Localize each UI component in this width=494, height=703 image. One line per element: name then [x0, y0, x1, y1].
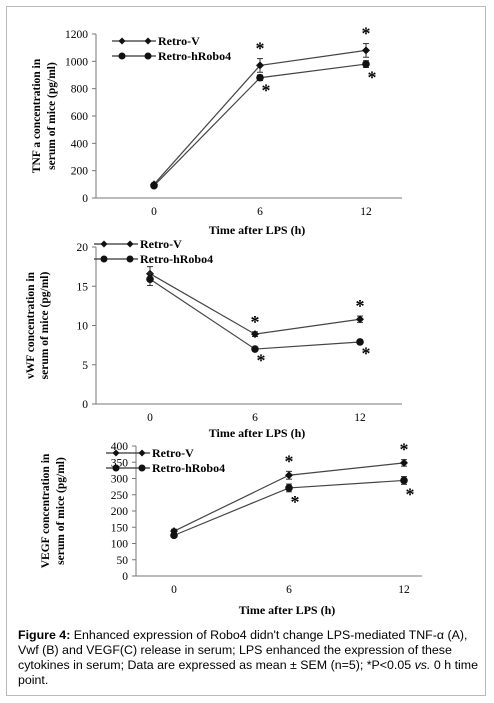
- figure-frame: [6, 6, 486, 696]
- legend-label: Retro-V: [158, 34, 200, 48]
- x-tick-label: 12: [360, 206, 372, 218]
- legend-label: Retro-hRobo4: [158, 49, 231, 63]
- y-tick-label: 15: [77, 281, 89, 293]
- y-axis-label: vWF concentration in: [25, 271, 37, 379]
- chart-panel-b: 0 5 10 15 20 0 6 12 Time after LPS (h) vWF concen…: [25, 237, 402, 440]
- data-point-diamond: [400, 458, 408, 467]
- y-tick-label: 50: [117, 555, 129, 567]
- data-point-circle: [285, 484, 293, 492]
- legend-marker: [138, 449, 146, 457]
- y-tick-label: 0: [82, 193, 88, 205]
- significance-asterisk: *: [256, 39, 265, 59]
- y-tick-label: 0: [82, 399, 88, 411]
- legend-marker: [126, 255, 134, 263]
- x-axis-label: Time after LPS (h): [209, 223, 306, 237]
- y-tick-label: 800: [71, 84, 89, 96]
- y-axis-label: VEGF concentration in: [40, 453, 52, 568]
- y-axis-label: serum of mice (pg/ml): [55, 457, 67, 565]
- x-tick-label: 12: [398, 584, 410, 596]
- x-tick-label: 0: [147, 412, 153, 424]
- y-tick-label: 1200: [65, 29, 88, 41]
- x-axis-label: Time after LPS (h): [239, 603, 336, 617]
- y-tick-label: 400: [111, 441, 129, 453]
- significance-asterisk: *: [262, 80, 271, 100]
- data-point-circle: [150, 181, 158, 190]
- x-tick-label: 0: [171, 584, 177, 596]
- figure-caption: Figure 4: Enhanced expression of Robo4 d…: [18, 628, 478, 688]
- y-tick-label: 0: [122, 571, 128, 583]
- significance-asterisk: *: [285, 451, 294, 471]
- caption-text-end: 0 h time point.: [18, 658, 478, 687]
- y-axis-label: serum of mice (pg/ml): [46, 62, 58, 170]
- caption-label: Figure 4:: [18, 628, 71, 642]
- data-point-circle: [170, 531, 178, 540]
- x-tick-label: 0: [151, 206, 157, 218]
- y-tick-label: 200: [71, 166, 89, 178]
- legend-label: Retro-V: [152, 446, 194, 460]
- legend-marker: [138, 464, 146, 472]
- x-tick-label: 6: [257, 206, 263, 218]
- y-tick-label: 100: [111, 539, 129, 551]
- y-axis-label: serum of mice (pg/ml): [39, 272, 51, 380]
- legend-label: Retro-hRobo4: [152, 461, 225, 475]
- significance-asterisk: *: [362, 344, 371, 364]
- significance-asterisk: *: [356, 296, 365, 316]
- legend-label: Retro-hRobo4: [140, 252, 213, 266]
- y-tick-label: 200: [111, 506, 129, 518]
- caption-text: Enhanced expression of Robo4 didn't chan…: [18, 628, 468, 672]
- legend-marker: [144, 37, 152, 45]
- data-point-circle: [256, 73, 264, 82]
- data-point-circle: [251, 345, 259, 353]
- y-tick-label: 150: [111, 522, 129, 534]
- x-tick-label: 6: [252, 412, 258, 424]
- y-tick-label: 300: [111, 474, 129, 486]
- legend-marker: [126, 240, 134, 248]
- legend-marker: [118, 37, 126, 45]
- data-point-circle: [362, 60, 370, 68]
- y-tick-label: 250: [111, 490, 129, 502]
- significance-asterisk: *: [251, 312, 260, 332]
- data-point-diamond: [356, 315, 364, 324]
- x-tick-label: 12: [354, 412, 366, 424]
- significance-asterisk: *: [400, 440, 409, 460]
- data-point-circle: [400, 476, 408, 485]
- data-point-diamond: [256, 61, 264, 70]
- data-point-diamond: [285, 471, 293, 480]
- legend-marker: [118, 52, 126, 60]
- series-line-2: [153, 63, 367, 187]
- legend-marker: [100, 240, 108, 248]
- significance-asterisk: *: [362, 24, 371, 44]
- legend-marker: [144, 52, 152, 60]
- y-tick-label: 10: [77, 321, 89, 333]
- data-point-diamond: [362, 46, 370, 55]
- y-tick-label: 20: [77, 242, 89, 254]
- y-tick-label: 600: [71, 111, 89, 123]
- caption-vs: vs.: [414, 658, 431, 672]
- chart-panel-a: 0 200 400 600 800 1000 1200 0 6 12 Time after LPS …: [31, 24, 402, 237]
- x-tick-label: 6: [286, 584, 292, 596]
- y-tick-label: 1000: [65, 56, 88, 68]
- significance-asterisk: *: [291, 492, 300, 512]
- significance-asterisk: *: [368, 67, 377, 87]
- data-point-diamond: [251, 330, 259, 339]
- legend-marker: [112, 449, 120, 457]
- y-tick-label: 400: [71, 138, 89, 150]
- significance-asterisk: *: [257, 351, 266, 371]
- legend-marker: [112, 464, 120, 472]
- data-point-circle: [146, 275, 154, 283]
- legend-label: Retro-V: [140, 237, 182, 251]
- y-tick-label: 5: [82, 360, 88, 372]
- significance-asterisk: *: [406, 484, 415, 504]
- x-axis-label: Time after LPS (h): [209, 426, 306, 440]
- y-axis-label: TNF a concentration in: [31, 58, 43, 173]
- data-point-circle: [356, 338, 364, 346]
- legend-marker: [100, 255, 108, 263]
